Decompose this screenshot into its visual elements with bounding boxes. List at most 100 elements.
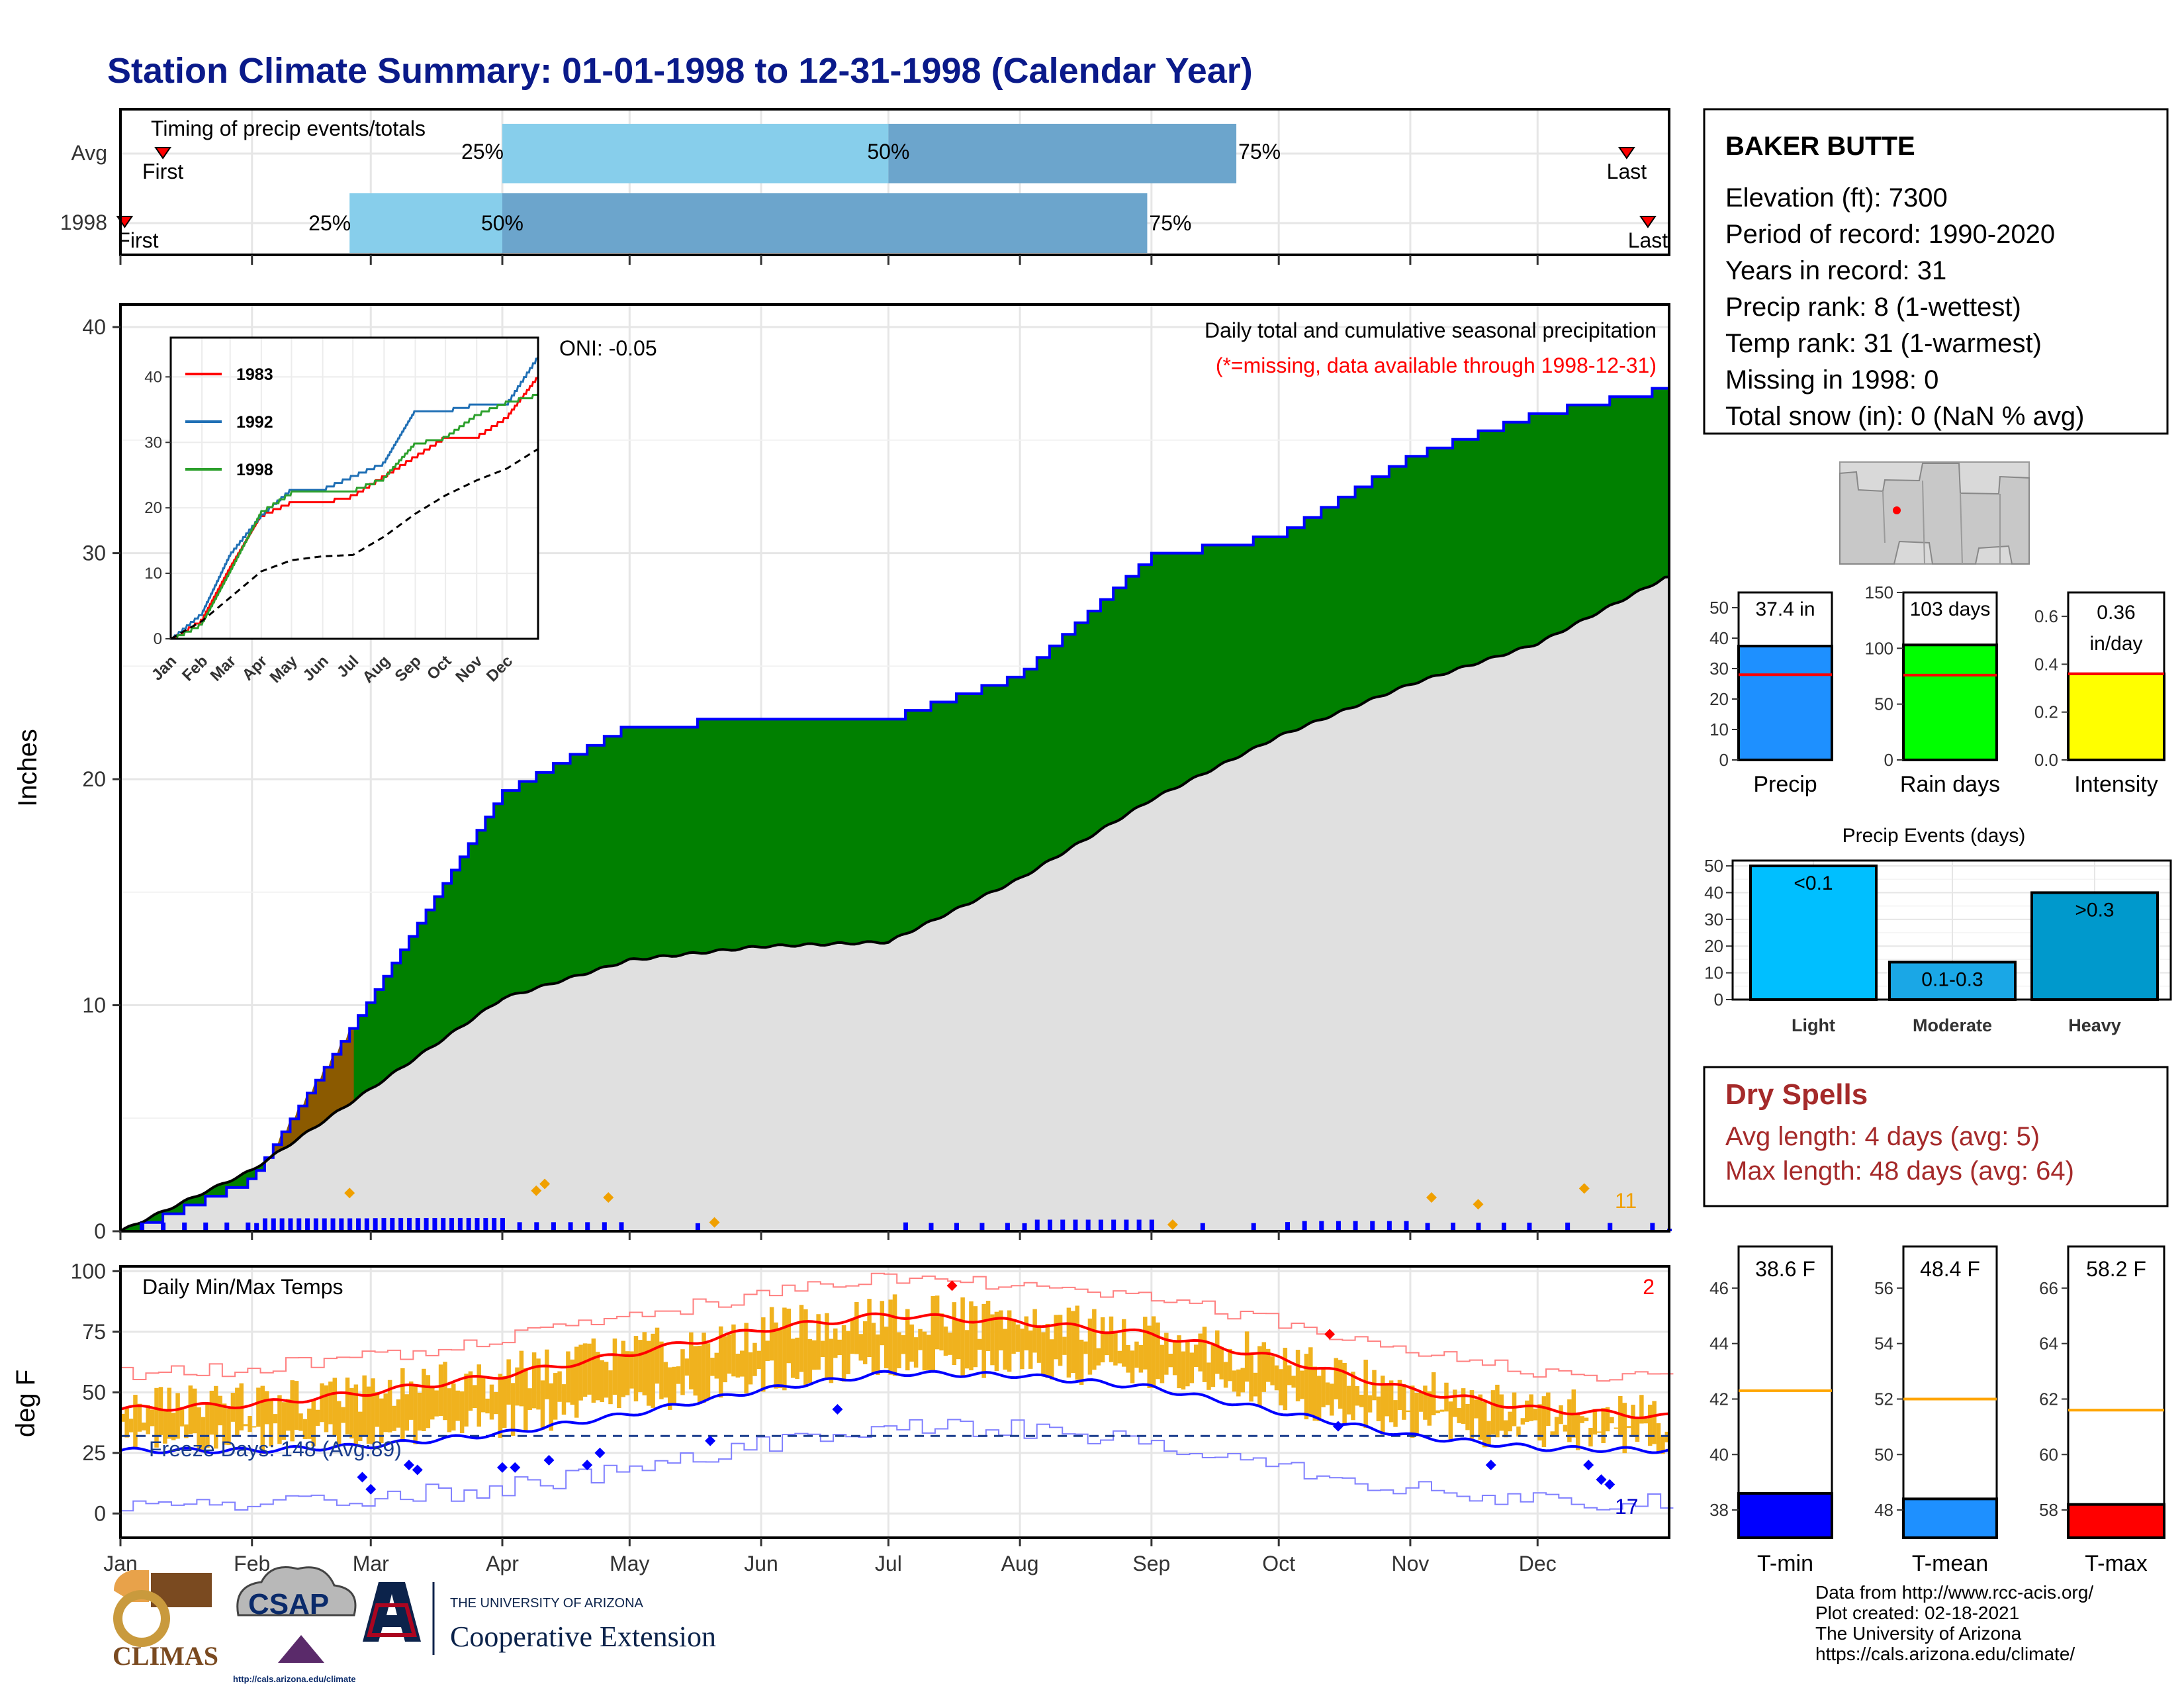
daily-temp-range-bar	[731, 1324, 736, 1377]
first-label: First	[142, 160, 183, 183]
daily-precip-bar	[483, 1217, 488, 1231]
daily-temp-range-bar	[307, 1408, 312, 1439]
daily-temp-range-bar	[1656, 1423, 1661, 1452]
daily-temp-range-bar	[740, 1350, 745, 1377]
daily-temp-range-bar	[1355, 1386, 1360, 1406]
record-low-marker	[365, 1483, 377, 1495]
daily-temp-range-bar	[752, 1342, 757, 1376]
daily-temp-range-bar	[811, 1340, 817, 1370]
avg-tmax-line	[120, 1312, 1670, 1420]
footer-logos: CLIMAS CSAP http://cals.arizona.edu/clim…	[113, 1566, 716, 1684]
daily-temp-range-bar	[1189, 1352, 1195, 1383]
precip-events-panel: Precip Events (days) <0.1 Light 0.1-0.3 Mod…	[1704, 825, 2172, 1035]
daily-temp-range-bar	[290, 1380, 295, 1442]
temp-y-tick-label: 50	[82, 1380, 106, 1404]
daily-temp-range-bar	[171, 1413, 176, 1440]
daily-temp-range-bar	[1588, 1427, 1593, 1447]
daily-temp-range-bar	[1622, 1403, 1627, 1454]
daily-temp-range-bar	[964, 1330, 970, 1369]
record-low-marker	[832, 1403, 843, 1415]
daily-temp-range-bar	[1635, 1418, 1640, 1442]
daily-temp-range-bar	[1334, 1358, 1339, 1399]
daily-precip-bar	[500, 1217, 505, 1231]
daily-temp-range-bar	[1482, 1401, 1487, 1448]
daily-precip-bar	[288, 1218, 293, 1231]
daily-temp-range-bar	[1486, 1421, 1491, 1447]
footer-credits: Data from http://www.rcc-acis.org/ Plot …	[1815, 1582, 2093, 1664]
daily-precip-bar	[1085, 1219, 1091, 1231]
daily-temp-range-bar	[774, 1322, 778, 1389]
daily-precip-bar	[161, 1222, 166, 1231]
daily-temp-range-bar	[629, 1351, 634, 1389]
daily-temp-range-bar	[1054, 1315, 1058, 1360]
daily-temp-range-bar	[494, 1392, 498, 1415]
daily-temp-range-bar	[120, 1413, 125, 1422]
daily-temp-range-bar	[646, 1340, 651, 1406]
daily-precip-bar	[903, 1222, 909, 1231]
daily-temp-range-bar	[1075, 1305, 1079, 1380]
record-high-marker	[946, 1280, 958, 1291]
daily-precip-bar	[1251, 1223, 1256, 1231]
daily-temp-range-bar	[570, 1359, 575, 1405]
daily-temp-range-bar	[277, 1395, 282, 1444]
daily-temp-range-bar	[1406, 1410, 1411, 1413]
climas-mark-ring	[113, 1590, 170, 1647]
month-label: Apr	[486, 1552, 519, 1575]
daily-temp-range-bar	[222, 1403, 227, 1445]
daily-temp-range-bar	[803, 1309, 808, 1387]
daily-temp-range-bar	[1469, 1390, 1475, 1439]
daily-temp-range-bar	[850, 1318, 855, 1354]
temp-y-axis-label: deg F	[11, 1370, 40, 1437]
temp-panel-border	[119, 1265, 1670, 1539]
month-label: Aug	[1001, 1552, 1039, 1575]
inset-y-tick-label: 40	[144, 368, 162, 386]
daily-temp-range-bar	[596, 1352, 600, 1401]
temp-bar-y-tick-label: 38	[1709, 1500, 1729, 1520]
daily-temp-range-bar	[243, 1424, 248, 1427]
daily-temp-range-bar	[1100, 1317, 1105, 1363]
daily-temp-range-bar	[264, 1391, 269, 1425]
daily-temp-range-bar	[1003, 1329, 1007, 1370]
daily-temp-range-bar	[422, 1368, 426, 1432]
daily-temp-range-bar	[625, 1351, 630, 1395]
daily-temp-range-bar	[286, 1399, 291, 1431]
csap-logo-text: CSAP	[248, 1588, 329, 1620]
daily-temp-range-bar	[1597, 1431, 1602, 1433]
dry-spells-avg: Avg length: 4 days (avg: 5)	[1725, 1122, 2040, 1151]
daily-temp-range-bar	[909, 1324, 914, 1362]
daily-temp-range-bar	[727, 1335, 732, 1374]
precip-caption: Daily total and cumulative seasonal prec…	[1205, 318, 1657, 342]
daily-temp-range-bar	[854, 1302, 859, 1354]
daily-temp-range-bar	[1087, 1318, 1093, 1375]
figure-title: Station Climate Summary: 01-01-1998 to 1…	[107, 51, 1253, 91]
daily-temp-range-bar	[413, 1385, 418, 1444]
station-line: Years in record: 31	[1725, 256, 1946, 285]
daily-temp-range-bar	[841, 1325, 846, 1382]
map-states	[1839, 463, 2030, 565]
avg-cumulative-line	[119, 575, 1670, 1233]
daily-temp-range-bar	[591, 1338, 596, 1403]
station-line: Total snow (in): 0 (NaN % avg)	[1725, 402, 2084, 431]
daily-temp-range-bar	[1270, 1356, 1275, 1385]
daily-temp-range-bar	[527, 1388, 532, 1410]
daily-temp-range-bar	[179, 1407, 185, 1427]
month-label: Oct	[1262, 1552, 1295, 1575]
daily-temp-range-bar	[260, 1385, 265, 1454]
daily-temp-range-bar	[1279, 1369, 1283, 1406]
daily-temp-range-bar	[994, 1311, 999, 1372]
daily-temp-range-bar	[1181, 1351, 1186, 1390]
daily-temp-range-bar	[218, 1395, 222, 1426]
daily-temp-range-bar	[825, 1313, 829, 1380]
precip-y-tick-label: 20	[82, 767, 106, 791]
daily-temp-range-bar	[396, 1399, 401, 1428]
daily-temp-range-bar	[1592, 1409, 1598, 1435]
timing-bar-q1	[349, 193, 502, 253]
last-label: Last	[1628, 228, 1668, 252]
summary-mini-bars: 37.4 in 0 10 20 30 40 50 Precip 103 days 0 50 100 15…	[1709, 583, 2165, 797]
daily-temp-range-bar	[459, 1391, 465, 1433]
inset-y-tick-label: 30	[144, 434, 162, 451]
csap-logo: CSAP http://cals.arizona.edu/climate	[233, 1566, 357, 1684]
daily-precip-bar	[534, 1222, 539, 1231]
daily-temp-range-bar	[1397, 1380, 1402, 1410]
daily-precip-bar	[1073, 1219, 1078, 1231]
